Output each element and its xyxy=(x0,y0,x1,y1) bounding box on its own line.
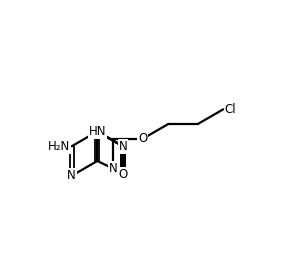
Text: O: O xyxy=(138,132,147,145)
Text: O: O xyxy=(118,168,128,181)
Text: HN: HN xyxy=(88,125,106,138)
Text: N: N xyxy=(119,140,127,153)
Text: H₂N: H₂N xyxy=(48,140,70,153)
Text: N: N xyxy=(67,169,76,182)
Text: Cl: Cl xyxy=(225,103,236,116)
Text: N: N xyxy=(109,162,117,175)
